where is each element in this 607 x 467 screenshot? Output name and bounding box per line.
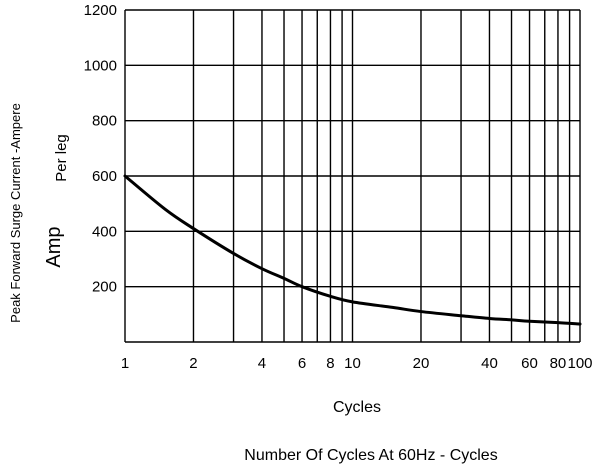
y-axis-label-line-3: Amp [43, 226, 65, 267]
y-tick-label: 800 [92, 113, 117, 130]
y-axis-label: Peak Forward Surge Current -Ampere Per l… [8, 103, 70, 323]
x-tick-label: 80 [550, 355, 567, 372]
surge-curve [123, 174, 582, 326]
x-tick-label: 6 [298, 355, 306, 372]
tick-labels: 200 400 600 800 1000 1200 1 2 4 6 8 10 20 40 60 80 100 [84, 2, 593, 372]
x-tick-label: 8 [326, 355, 334, 372]
y-axis-label-line-2: Per leg [53, 134, 70, 182]
x-tick-label: 10 [344, 355, 361, 372]
x-axis-label: Cycles [333, 399, 381, 416]
y-tick-label: 1000 [84, 57, 117, 74]
y-tick-label: 1200 [84, 2, 117, 19]
y-axis-label-line-1: Peak Forward Surge Current -Ampere [8, 103, 23, 323]
x-tick-label: 2 [189, 355, 197, 372]
y-tick-label: 200 [92, 279, 117, 296]
grid-lines [124, 9, 581, 343]
x-tick-label: 100 [567, 355, 592, 372]
y-tick-label: 400 [92, 223, 117, 240]
x-tick-label: 40 [481, 355, 498, 372]
chart-caption: Number Of Cycles At 60Hz - Cycles [244, 447, 497, 464]
x-tick-label: 1 [121, 355, 129, 372]
x-tick-label: 4 [258, 355, 266, 372]
y-tick-label: 600 [92, 168, 117, 185]
x-tick-label: 60 [521, 355, 538, 372]
x-tick-label: 20 [413, 355, 430, 372]
surge-current-line [123, 174, 582, 326]
